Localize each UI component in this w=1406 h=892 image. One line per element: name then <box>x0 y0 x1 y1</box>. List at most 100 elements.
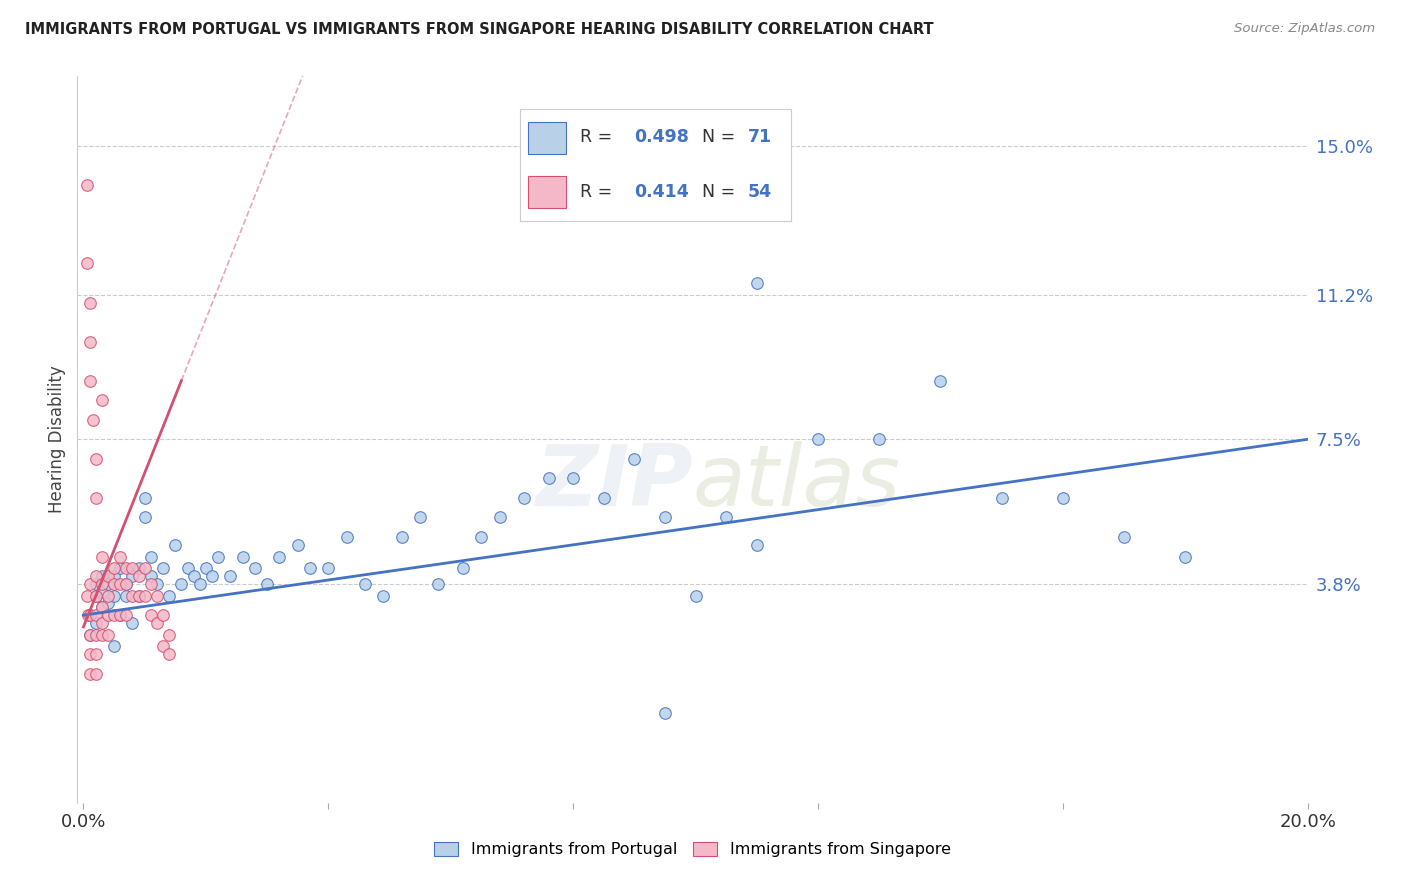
Point <box>103 569 125 583</box>
Point <box>84 589 107 603</box>
Point <box>76 256 98 270</box>
Point <box>1052 491 1074 505</box>
Point <box>97 628 120 642</box>
Point <box>103 608 125 623</box>
Point <box>115 577 138 591</box>
Point <box>121 589 143 603</box>
Point <box>157 647 180 661</box>
Point <box>146 615 169 630</box>
Point <box>745 538 768 552</box>
Point <box>134 561 156 575</box>
Point <box>287 538 309 552</box>
Point <box>134 510 156 524</box>
Point <box>108 608 131 623</box>
Point <box>139 608 162 623</box>
Point <box>219 569 242 583</box>
Point <box>90 577 112 591</box>
Point <box>868 432 890 446</box>
Text: atlas: atlas <box>693 442 900 524</box>
Point <box>488 510 510 524</box>
Point <box>90 600 112 615</box>
Point <box>654 510 676 524</box>
Point <box>714 510 737 524</box>
Point <box>121 615 143 630</box>
Point <box>623 451 645 466</box>
Point <box>1112 530 1135 544</box>
Point <box>146 577 169 591</box>
Point <box>354 577 377 591</box>
Point <box>232 549 254 564</box>
Point <box>139 549 162 564</box>
Point <box>84 451 107 466</box>
Point <box>1174 549 1197 564</box>
Point <box>108 577 131 591</box>
Text: IMMIGRANTS FROM PORTUGAL VS IMMIGRANTS FROM SINGAPORE HEARING DISABILITY CORRELA: IMMIGRANTS FROM PORTUGAL VS IMMIGRANTS F… <box>25 22 934 37</box>
Point <box>84 628 107 642</box>
Point <box>157 589 180 603</box>
Point <box>146 589 169 603</box>
Point <box>115 589 138 603</box>
Point <box>373 589 395 603</box>
Point <box>685 589 707 603</box>
Point <box>90 628 112 642</box>
Point <box>90 615 112 630</box>
Point <box>97 577 120 591</box>
Point <box>201 569 224 583</box>
Point <box>152 561 174 575</box>
Point <box>745 276 768 290</box>
Point <box>79 577 101 591</box>
Point <box>84 608 107 623</box>
Point <box>97 608 120 623</box>
Point <box>929 374 952 388</box>
Point <box>298 561 321 575</box>
Y-axis label: Hearing Disability: Hearing Disability <box>48 366 66 513</box>
Point <box>76 589 98 603</box>
Point <box>103 561 125 575</box>
Point <box>97 597 120 611</box>
Point <box>79 666 101 681</box>
Point <box>115 577 138 591</box>
Point <box>256 577 278 591</box>
Point <box>84 666 107 681</box>
Point <box>84 615 107 630</box>
Point <box>134 491 156 505</box>
Point <box>84 589 107 603</box>
Point <box>170 577 193 591</box>
Point <box>79 628 101 642</box>
Point <box>108 549 131 564</box>
Point <box>103 589 125 603</box>
Point <box>82 413 104 427</box>
Point <box>115 608 138 623</box>
Point <box>103 640 125 654</box>
Point <box>76 178 98 193</box>
Point <box>470 530 492 544</box>
Point <box>562 471 585 485</box>
Point <box>427 577 450 591</box>
Point <box>79 647 101 661</box>
Point <box>121 561 143 575</box>
Point <box>103 577 125 591</box>
Point <box>97 589 120 603</box>
Point <box>128 589 150 603</box>
Point <box>183 569 205 583</box>
Point <box>592 491 614 505</box>
Point <box>97 569 120 583</box>
Point <box>134 589 156 603</box>
Point <box>90 569 112 583</box>
Point <box>152 608 174 623</box>
Point <box>115 561 138 575</box>
Point <box>139 569 162 583</box>
Legend: Immigrants from Portugal, Immigrants from Singapore: Immigrants from Portugal, Immigrants fro… <box>427 836 957 863</box>
Point <box>79 608 101 623</box>
Point <box>79 334 101 349</box>
Point <box>128 569 150 583</box>
Point <box>157 628 180 642</box>
Text: ZIP: ZIP <box>534 442 693 524</box>
Point <box>207 549 229 564</box>
Point <box>139 577 162 591</box>
Point <box>90 584 112 599</box>
Point <box>194 561 217 575</box>
Point <box>84 569 107 583</box>
Point <box>108 608 131 623</box>
Point <box>79 608 101 623</box>
